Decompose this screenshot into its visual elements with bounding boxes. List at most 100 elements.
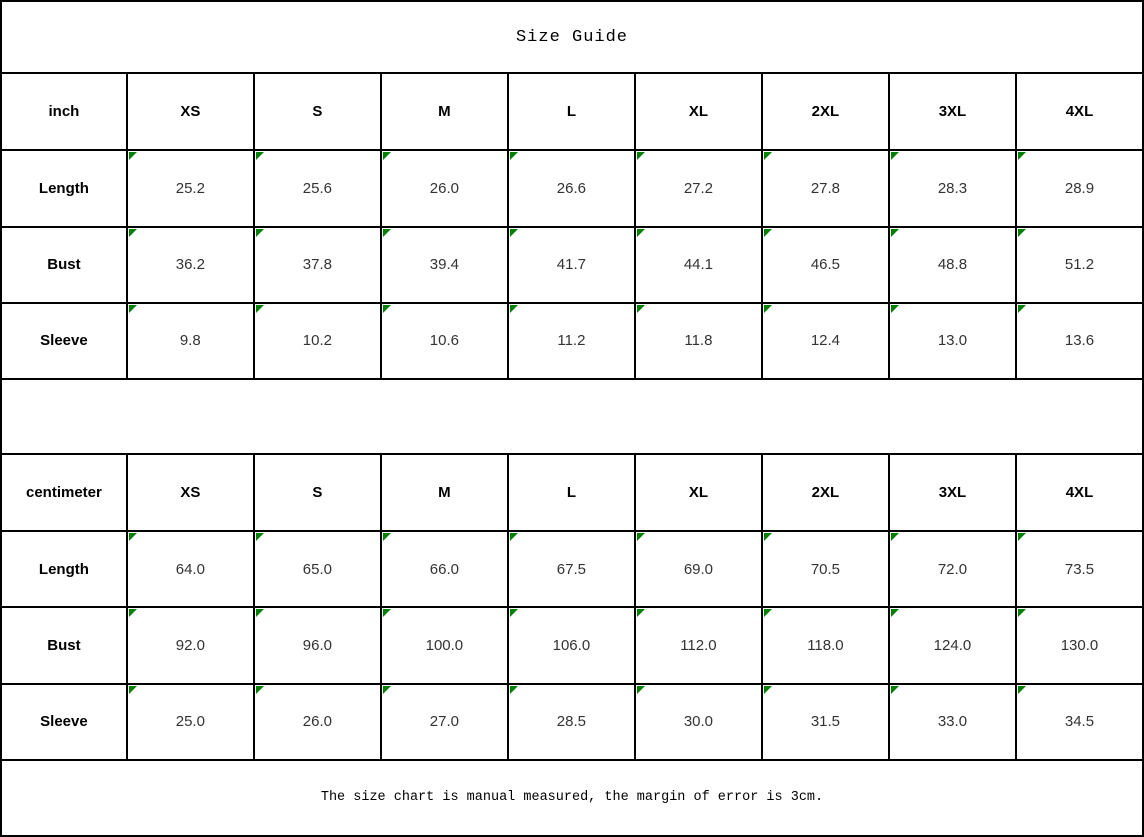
green-corner-flag-icon: [509, 304, 518, 313]
value-cell: 13.0: [887, 301, 1017, 380]
cell-value: 44.1: [683, 256, 714, 274]
value-cell: 25.6: [252, 149, 382, 228]
cell-value: 25.0: [175, 713, 205, 731]
cell-value: 11.2: [557, 332, 586, 350]
cell-value: 130.0: [1060, 636, 1099, 654]
row-label-cell: Bust: [0, 225, 128, 304]
table-row: Sleeve 25.0 26.0 27.0 28.5 30.0 31.5 33.0 34.5: [0, 682, 1144, 761]
value-cell: 25.2: [125, 149, 255, 228]
cell-value: 65.0: [302, 560, 332, 578]
size-header-cell: S: [252, 72, 382, 152]
value-cell: 34.5: [1014, 682, 1144, 761]
value-cell: 65.0: [252, 530, 382, 609]
unit-label-cell: inch: [0, 72, 128, 152]
page-title: Size Guide: [0, 0, 1144, 75]
value-cell: 96.0: [252, 606, 382, 685]
value-cell: 12.4: [760, 301, 890, 380]
value-cell: 118.0: [760, 606, 890, 685]
cell-value: 72.0: [937, 560, 968, 578]
cell-value: 25.2: [175, 179, 205, 197]
green-corner-flag-icon: [1017, 609, 1026, 618]
green-corner-flag-icon: [636, 304, 645, 313]
green-corner-flag-icon: [763, 533, 772, 542]
green-corner-flag-icon: [890, 533, 899, 542]
value-cell: 9.8: [125, 301, 255, 380]
green-corner-flag-icon: [1017, 304, 1026, 313]
green-corner-flag-icon: [890, 685, 899, 694]
value-cell: 48.8: [887, 225, 1017, 304]
spacer-cell: [0, 377, 1144, 456]
green-corner-flag-icon: [128, 228, 137, 237]
value-cell: 26.0: [379, 149, 509, 228]
cell-value: 51.2: [1064, 256, 1095, 274]
value-cell: 73.5: [1014, 530, 1144, 609]
size-header-cell: 4XL: [1014, 72, 1144, 152]
value-cell: 10.6: [379, 301, 509, 380]
cell-value: 118.0: [807, 636, 844, 654]
green-corner-flag-icon: [128, 304, 137, 313]
size-header-cell: L: [506, 72, 636, 152]
green-corner-flag-icon: [128, 533, 137, 542]
cell-value: 64.0: [175, 560, 205, 578]
row-label-cell: Bust: [0, 606, 128, 685]
cell-value: 27.8: [810, 179, 841, 197]
cell-value: 10.2: [302, 332, 332, 350]
value-cell: 36.2: [125, 225, 255, 304]
green-corner-flag-icon: [509, 228, 518, 237]
green-corner-flag-icon: [636, 533, 645, 542]
size-header-cell: XS: [125, 72, 255, 152]
green-corner-flag-icon: [636, 152, 645, 161]
cell-value: 28.9: [1064, 179, 1095, 197]
green-corner-flag-icon: [763, 304, 772, 313]
value-cell: 72.0: [887, 530, 1017, 609]
size-header-cell: XL: [633, 453, 763, 533]
value-cell: 11.2: [506, 301, 636, 380]
size-header-cell: XS: [125, 453, 255, 533]
value-cell: 10.2: [252, 301, 382, 380]
green-corner-flag-icon: [763, 152, 772, 161]
spacer-section: [0, 377, 1144, 456]
cell-value: 112.0: [680, 636, 717, 654]
cell-value: 30.0: [683, 713, 714, 731]
value-cell: 31.5: [760, 682, 890, 761]
inch-header-row: inch XS S M L XL 2XL 3XL 4XL: [0, 72, 1144, 152]
green-corner-flag-icon: [890, 304, 899, 313]
cell-value: 27.0: [429, 713, 459, 731]
cell-value: 33.0: [937, 713, 968, 731]
cell-value: 26.6: [556, 179, 586, 197]
size-header-cell: S: [252, 453, 382, 533]
value-cell: 69.0: [633, 530, 763, 609]
green-corner-flag-icon: [255, 152, 264, 161]
size-header-cell: 3XL: [887, 453, 1017, 533]
value-cell: 25.0: [125, 682, 255, 761]
value-cell: 66.0: [379, 530, 509, 609]
green-corner-flag-icon: [382, 228, 391, 237]
cell-value: 96.0: [302, 636, 332, 654]
cell-value: 9.8: [179, 332, 201, 350]
table-row: Sleeve 9.8 10.2 10.6 11.2 11.8 12.4 13.0 13.6: [0, 301, 1144, 380]
size-header-cell: 3XL: [887, 72, 1017, 152]
green-corner-flag-icon: [382, 533, 391, 542]
green-corner-flag-icon: [255, 228, 264, 237]
cell-value: 31.5: [810, 713, 841, 731]
green-corner-flag-icon: [382, 685, 391, 694]
size-header-cell: M: [379, 72, 509, 152]
spacer-row: [0, 377, 1144, 456]
value-cell: 28.5: [506, 682, 636, 761]
cell-value: 34.5: [1064, 713, 1095, 731]
value-cell: 100.0: [379, 606, 509, 685]
green-corner-flag-icon: [1017, 228, 1026, 237]
value-cell: 46.5: [760, 225, 890, 304]
value-cell: 41.7: [506, 225, 636, 304]
value-cell: 124.0: [887, 606, 1017, 685]
cell-value: 37.8: [302, 256, 332, 274]
green-corner-flag-icon: [636, 685, 645, 694]
inch-table-section: inch XS S M L XL 2XL 3XL 4XL Length 25.2 25.6 26.0 26…: [0, 72, 1144, 380]
cell-value: 69.0: [683, 560, 714, 578]
green-corner-flag-icon: [128, 685, 137, 694]
cell-value: 36.2: [175, 256, 205, 274]
value-cell: 27.8: [760, 149, 890, 228]
green-corner-flag-icon: [255, 685, 264, 694]
value-cell: 39.4: [379, 225, 509, 304]
